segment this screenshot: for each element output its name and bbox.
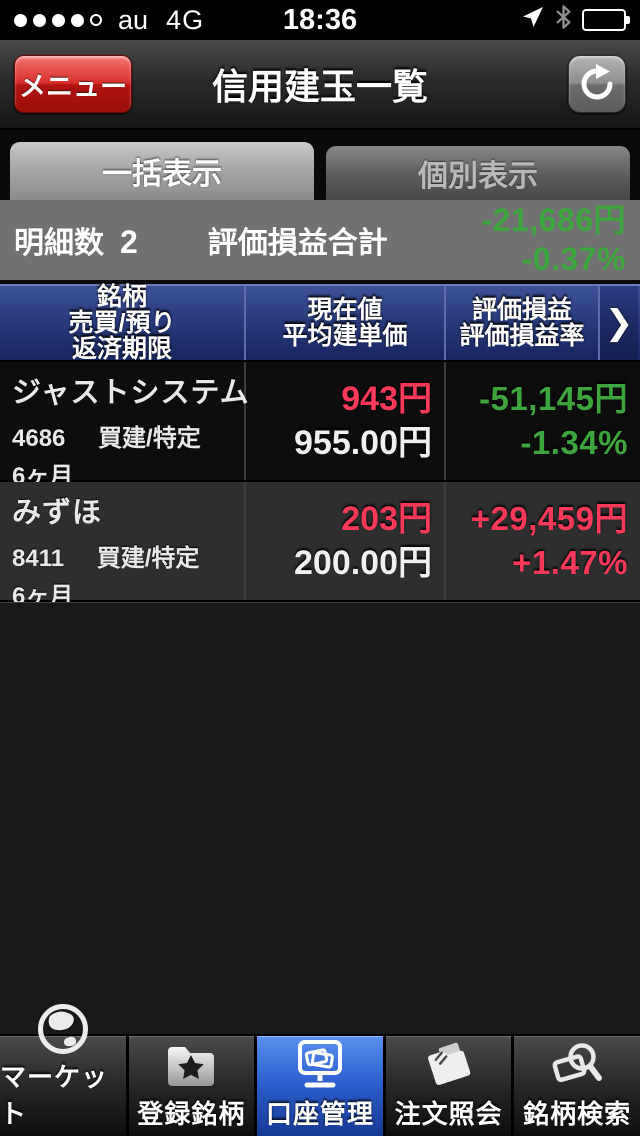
stock-code: 4686	[12, 425, 66, 452]
detail-count-value: 2	[120, 224, 138, 260]
pl-percent: +1.47%	[512, 544, 628, 581]
stock-name: みずほ	[12, 497, 103, 529]
column-header-stock: 銘柄 売買/預り 返済期限	[0, 284, 246, 362]
tab-market[interactable]: マーケット	[0, 1004, 126, 1136]
signal-strength-icon	[14, 13, 108, 27]
carrier-label: au	[118, 4, 149, 35]
battery-icon	[582, 9, 630, 31]
tab-account[interactable]: 口座管理	[257, 1036, 383, 1136]
tab-batch-view[interactable]: 一括表示	[10, 142, 314, 200]
total-pl-percent: -0.37%	[521, 241, 626, 277]
pl-amount: +29,459円	[470, 500, 628, 537]
more-columns-button[interactable]: ❯	[598, 286, 638, 360]
clock: 18:36	[282, 3, 358, 36]
network-type-label: 4G	[166, 4, 205, 35]
globe-icon	[36, 1002, 90, 1056]
position-row-mizuho[interactable]: みずほ 8411 買建/特定 6ヶ月 203円 200.00円 +29,459円…	[0, 482, 640, 610]
column-header-pl: 評価損益 評価損益率	[459, 296, 585, 350]
detail-count-label: 明細数	[14, 227, 104, 260]
chevron-right-icon: ❯	[604, 304, 634, 342]
positions-table-header: 銘柄 売買/預り 返済期限 現在値 平均建単価 評価損益 評価損益率 ❯	[0, 284, 640, 362]
tab-individual-view[interactable]: 個別表示	[326, 146, 630, 200]
page-title: 信用建玉一覧	[211, 66, 428, 107]
position-type: 買建/特定	[96, 545, 200, 572]
tab-watchlist[interactable]: 登録銘柄	[128, 1036, 255, 1136]
bottom-tab-bar: マーケット 登録銘柄	[0, 1004, 640, 1136]
summary-bar: 明細数 2 評価損益合計 -21,686円 -0.37%	[0, 200, 640, 284]
documents-icon	[422, 1036, 476, 1093]
view-tabs: 一括表示 個別表示	[0, 130, 640, 200]
column-header-price: 現在値 平均建単価	[246, 286, 446, 360]
status-bar: au 4G 18:36	[0, 0, 640, 40]
refresh-icon	[577, 63, 617, 106]
bluetooth-icon	[555, 4, 572, 37]
average-price: 955.00円	[294, 424, 432, 462]
position-row-justsystems[interactable]: ジャストシステム 4686 買建/特定 6ヶ月 943円 955.00円 -51…	[0, 362, 640, 490]
position-type: 買建/特定	[98, 425, 201, 452]
stock-name: ジャストシステム	[12, 377, 250, 409]
stock-code: 8411	[12, 545, 65, 572]
pl-amount: -51,145円	[479, 380, 628, 417]
average-price: 200.00円	[294, 544, 432, 582]
current-price: 203円	[341, 500, 432, 538]
star-folder-icon	[163, 1036, 219, 1093]
menu-button[interactable]: メニュー	[14, 55, 132, 113]
total-pl-amount: -21,686円	[481, 202, 626, 238]
monitor-icon	[292, 1036, 348, 1093]
tab-orders[interactable]: 注文照会	[385, 1036, 512, 1136]
nav-header: 信用建玉一覧 メニュー	[0, 40, 640, 130]
pl-percent: -1.34%	[520, 424, 628, 461]
card-search-icon	[549, 1036, 605, 1093]
empty-list-area	[0, 602, 640, 1034]
total-pl-values: -21,686円 -0.37%	[481, 201, 626, 279]
current-price: 943円	[341, 380, 432, 418]
refresh-button[interactable]	[568, 55, 626, 113]
location-arrow-icon	[521, 5, 545, 36]
tab-stock-search[interactable]: 銘柄検索	[514, 1036, 640, 1136]
total-pl-label: 評価損益合計	[207, 227, 388, 260]
